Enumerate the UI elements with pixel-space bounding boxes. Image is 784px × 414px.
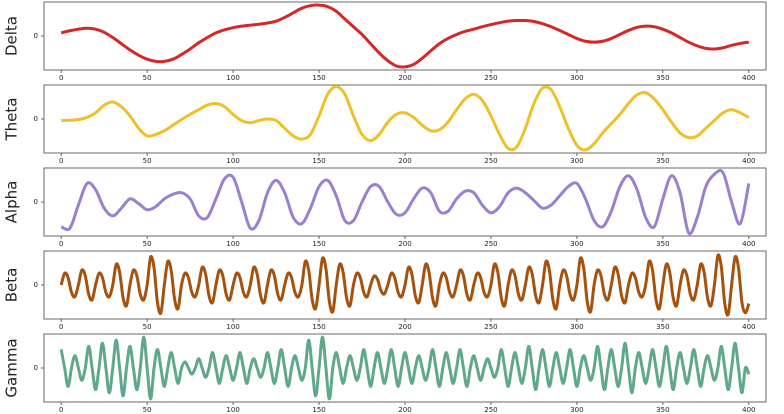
x-tick-label: 50 [143,240,152,248]
x-tick-label: 50 [143,406,152,414]
x-tick-label: 300 [570,74,583,82]
x-tick-label: 250 [484,74,497,82]
x-tick-label: 0 [59,406,63,414]
y-axis-label: Beta [3,268,21,303]
x-tick-label: 50 [143,157,152,165]
x-tick-label: 100 [226,157,239,165]
x-tick-label: 0 [59,74,63,82]
signal-line [59,253,751,317]
x-tick-label: 400 [742,323,755,331]
x-tick-label: 350 [656,74,669,82]
signal-line [59,335,751,401]
x-tick-label: 50 [143,323,152,331]
x-tick-label: 400 [742,157,755,165]
plot-frame [43,1,767,71]
x-tick-label: 300 [570,406,583,414]
y-axis-label: Alpha [3,181,21,224]
x-tick-label: 250 [484,406,497,414]
x-tick-label: 100 [226,323,239,331]
y-axis-label: Delta [3,16,21,56]
x-tick-label: 300 [570,240,583,248]
x-tick-label: 200 [398,406,411,414]
x-tick-label: 250 [484,323,497,331]
x-tick-label: 200 [398,323,411,331]
x-tick-label: 200 [398,240,411,248]
x-tick-label: 250 [484,157,497,165]
x-tick-label: 0 [59,240,63,248]
x-tick-label: 350 [656,240,669,248]
x-tick-label: 200 [398,74,411,82]
x-tick-label: 50 [143,74,152,82]
y-tick-label: 0 [34,281,38,289]
x-tick-label: 150 [312,240,325,248]
y-tick-label: 0 [34,32,38,40]
x-tick-label: 400 [742,240,755,248]
signal-line [60,168,751,236]
x-tick-label: 300 [570,157,583,165]
y-tick-label: 0 [34,115,38,123]
plot-frame [43,84,767,154]
x-tick-label: 200 [398,157,411,165]
y-axis-label: Gamma [3,338,21,397]
x-tick-label: 100 [226,240,239,248]
x-tick-label: 350 [656,406,669,414]
x-tick-label: 150 [312,323,325,331]
x-tick-label: 400 [742,74,755,82]
x-tick-label: 300 [570,323,583,331]
plot-frame [43,167,767,237]
x-tick-label: 150 [312,74,325,82]
x-tick-label: 350 [656,157,669,165]
x-tick-label: 0 [59,323,63,331]
signal-line [60,3,750,69]
x-tick-label: 150 [312,406,325,414]
plot-frame [43,333,767,403]
x-tick-label: 400 [742,406,755,414]
x-tick-label: 250 [484,240,497,248]
x-tick-label: 0 [59,157,63,165]
x-tick-label: 100 [226,74,239,82]
x-tick-label: 350 [656,323,669,331]
x-tick-label: 100 [226,406,239,414]
y-tick-label: 0 [34,364,38,372]
signal-line [61,85,750,152]
y-tick-label: 0 [34,198,38,206]
x-tick-label: 150 [312,157,325,165]
y-axis-label: Theta [3,98,21,142]
